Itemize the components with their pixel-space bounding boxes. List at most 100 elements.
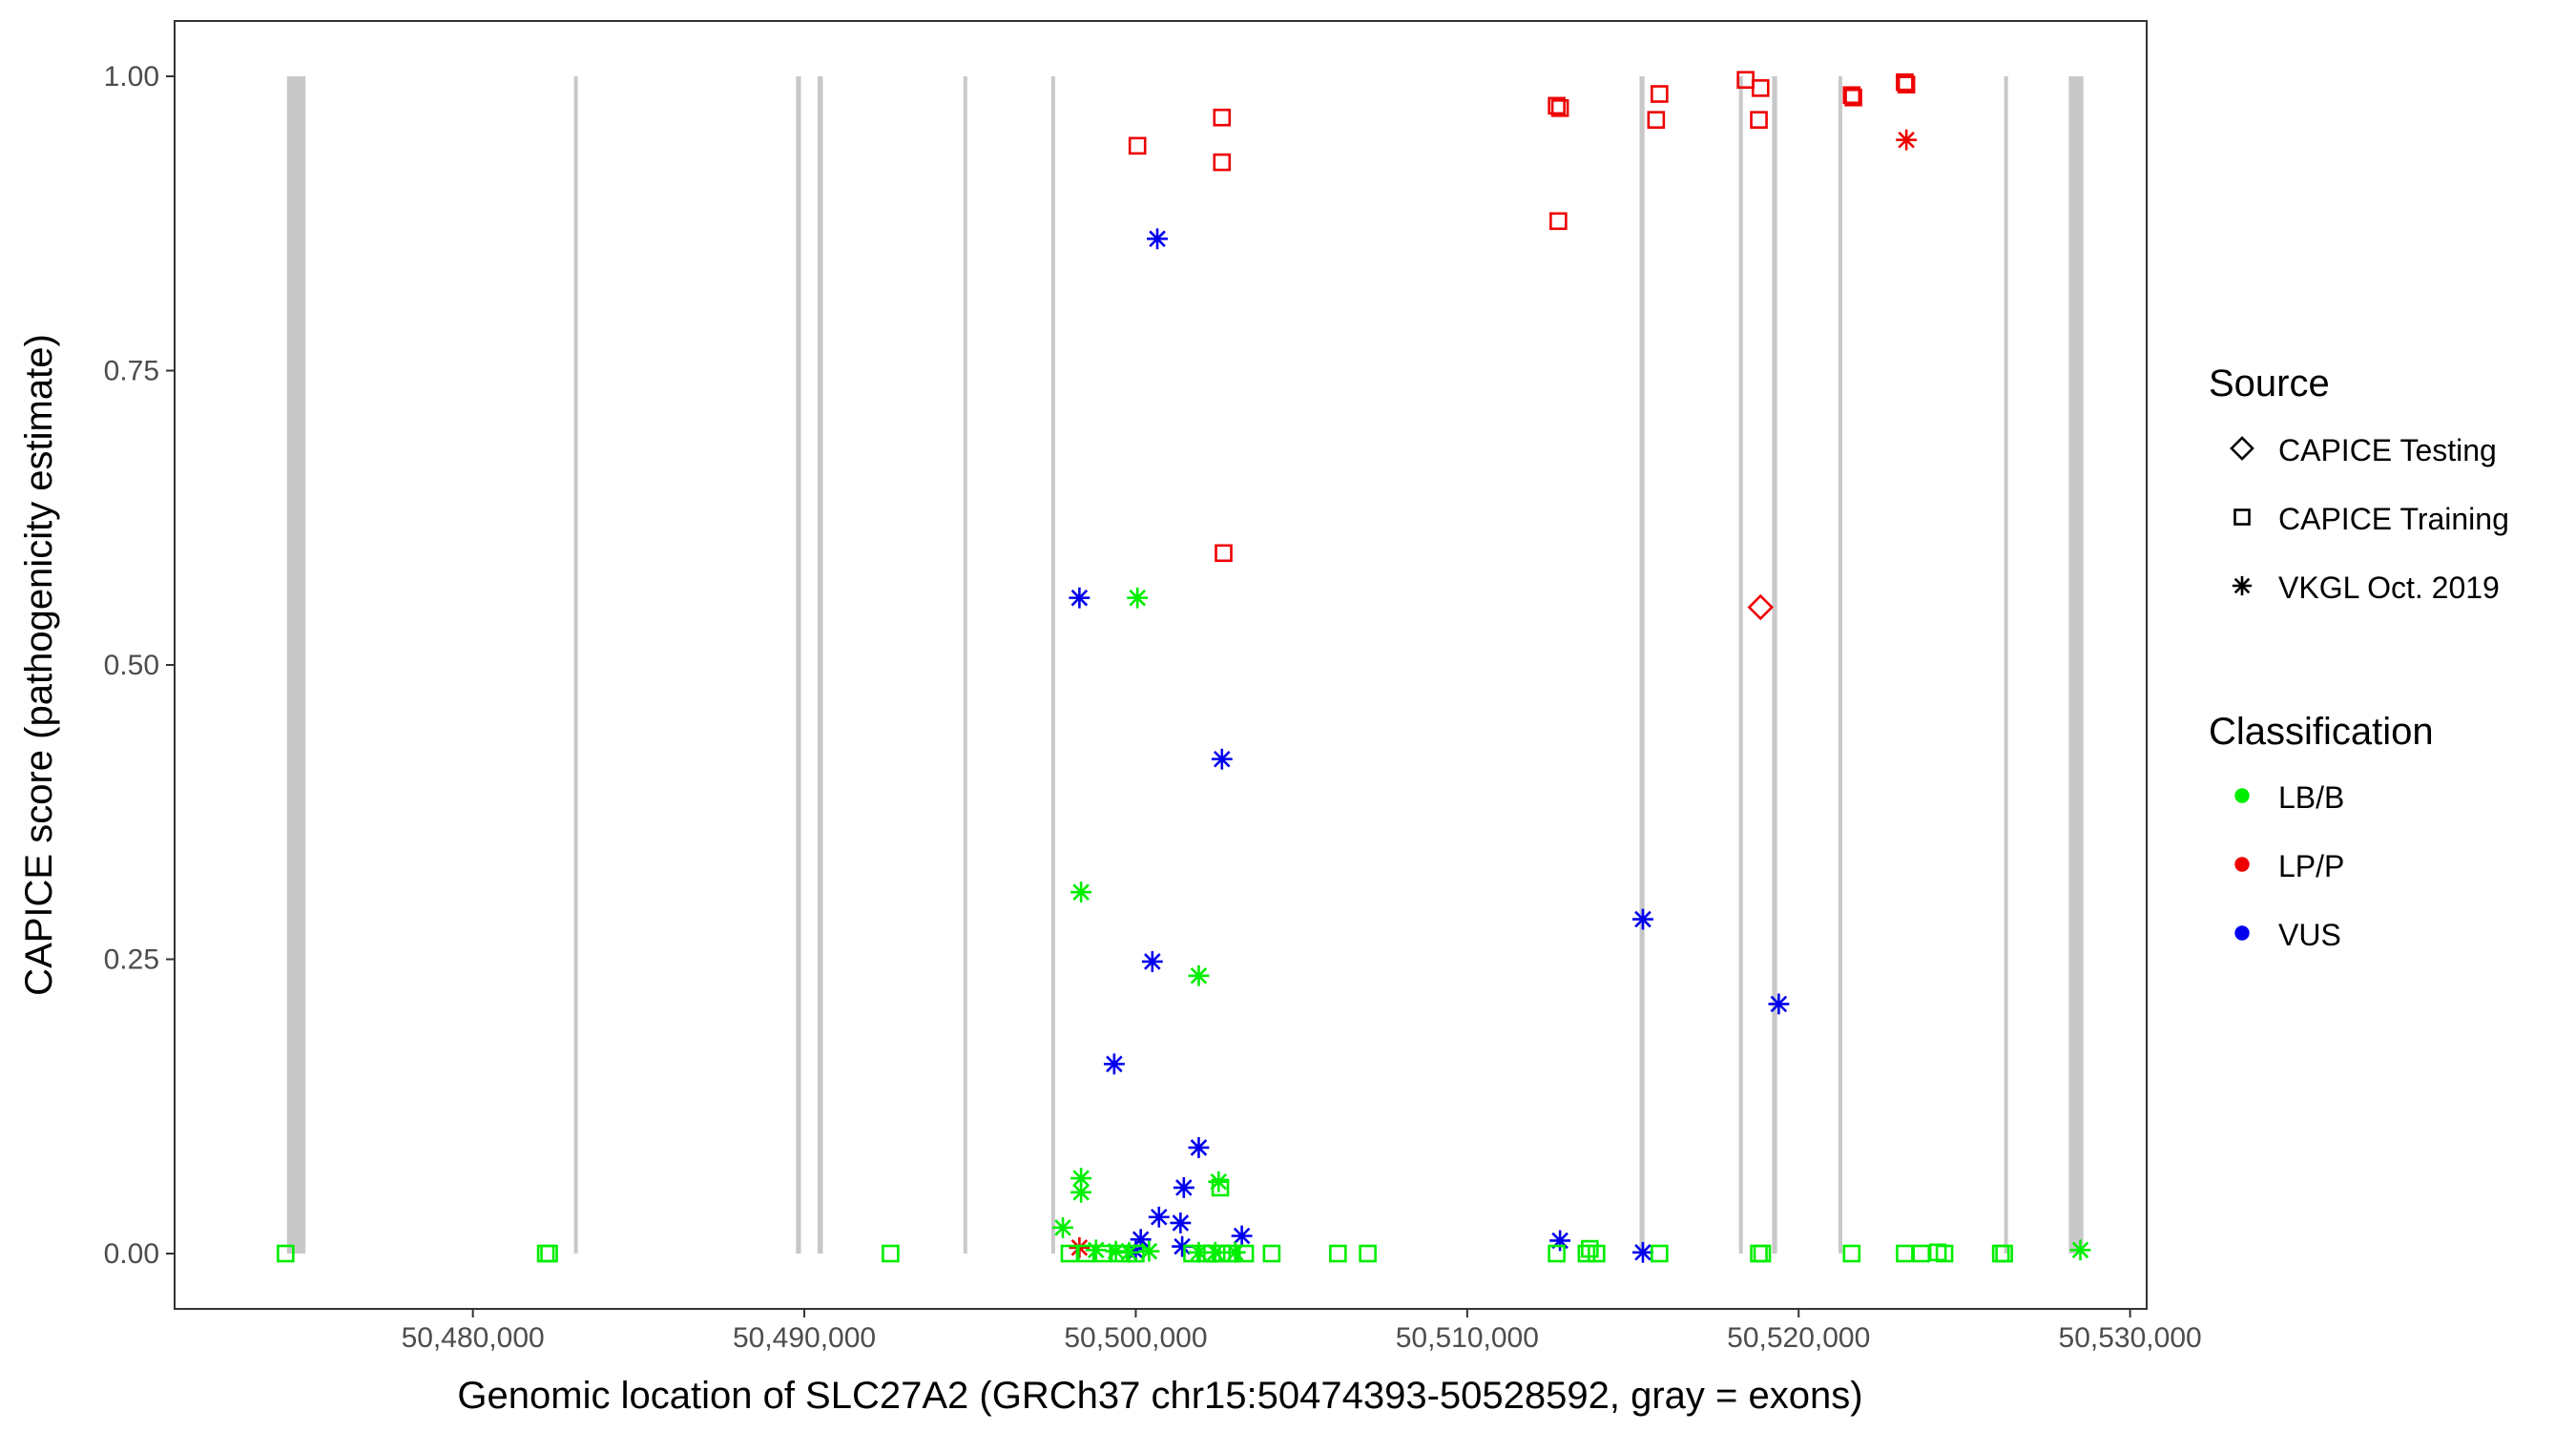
data-point-s3-11 [1231,1225,1253,1247]
legend-source-label-0: CAPICE Testing [2278,433,2497,467]
y-tick-label-4: 1.00 [104,61,159,93]
data-point-s5-26 [1842,1244,1861,1263]
data-point-s0-15 [1897,75,1916,93]
data-point-s4-10 [1138,1240,1160,1262]
legend-class-key-0 [2234,788,2250,803]
data-point-s3-14 [1172,1235,1194,1257]
data-point-s5-6 [1093,1244,1112,1263]
plot-panel [174,20,2148,1310]
legend-class-key-2 [2234,925,2250,941]
exon-band-0 [286,75,306,1255]
data-point-s5-0 [277,1244,295,1263]
data-point-s5-2 [540,1244,558,1263]
data-point-s3-16 [1632,1241,1653,1263]
data-point-s0-13 [1844,88,1862,107]
legend-class-label-2: VUS [2278,918,2341,952]
data-point-s3-6 [1103,1053,1125,1075]
data-point-s5-27 [1896,1244,1914,1263]
data-point-s4-14 [2069,1239,2091,1261]
data-point-s5-20 [1577,1244,1596,1263]
data-point-s3-4 [1141,951,1163,972]
legend-source-key-1 [2233,508,2251,526]
data-point-s4-1 [1070,881,1092,903]
data-point-s5-17 [1329,1244,1347,1263]
legend-class-label-0: LB/B [2278,780,2344,815]
legend-source-key-2 [2232,575,2253,596]
data-point-s5-19 [1548,1244,1566,1263]
data-point-s3-10 [1170,1212,1192,1234]
data-point-s5-8 [1127,1244,1145,1263]
data-point-s5-30 [1935,1244,1954,1263]
data-point-s0-12 [1842,86,1861,105]
data-point-s0-6 [1549,212,1568,231]
data-point-s2-0 [1896,129,1918,151]
data-point-s5-32 [1995,1244,2013,1263]
exon-band-1 [573,75,578,1255]
data-point-s5-11 [1203,1244,1221,1263]
data-point-s5-3 [882,1244,900,1263]
data-point-s4-4 [1070,1181,1092,1203]
data-point-s5-5 [1077,1244,1095,1263]
data-point-s3-3 [1632,908,1653,930]
data-point-s4-2 [1188,964,1210,986]
data-point-s4-6 [1052,1216,1073,1238]
data-point-s5-9 [1183,1244,1201,1263]
data-point-s5-4 [1060,1244,1079,1263]
data-point-s0-7 [1651,85,1669,103]
data-points [277,71,2091,1263]
data-point-s0-11 [1750,111,1768,129]
x-axis-title: Genomic location of SLC27A2 (GRCh37 chr1… [457,1375,1862,1417]
legend-class-title: Classification [2209,711,2434,753]
data-point-s5-18 [1359,1244,1377,1263]
data-point-s5-7 [1110,1244,1129,1263]
legend-source-key-0 [2230,436,2254,461]
data-point-s0-0 [1128,136,1147,156]
data-point-s5-14 [1236,1244,1255,1263]
exon-band-8 [1772,75,1777,1255]
exon-band-4 [963,75,967,1255]
data-point-s3-13 [1549,1230,1571,1252]
data-point-s4-5 [1208,1171,1230,1192]
data-point-s5-13 [1222,1244,1241,1263]
x-tick-label-5: 50,530,000 [2059,1322,2202,1354]
legend: Source Classification CAPICE Testing CAPI… [2209,363,2509,952]
data-point-s1-0 [1747,593,1775,621]
axes: 50,480,000 50,490,000 50,500,000 50,510,000… [104,61,2202,1354]
data-point-s5-25 [1753,1244,1772,1263]
data-point-s5-16 [1262,1244,1281,1263]
data-point-s3-5 [1768,993,1790,1015]
exon-band-6 [1639,75,1645,1255]
data-point-s3-7 [1188,1137,1210,1158]
exon-band-5 [1050,75,1055,1255]
data-point-s0-10 [1751,79,1770,97]
y-tick-label-0: 0.00 [104,1238,159,1270]
exon-band-2 [796,75,801,1255]
legend-class-label-1: LP/P [2278,849,2344,883]
y-tick-label-1: 0.25 [104,944,159,976]
x-tick-label-0: 50,480,000 [402,1322,545,1354]
data-point-s0-3 [1215,544,1233,563]
legend-source-label-1: CAPICE Training [2278,502,2509,536]
x-tick-label-4: 50,520,000 [1727,1322,1870,1354]
data-point-s3-9 [1148,1206,1170,1228]
data-point-s3-2 [1211,748,1233,770]
data-point-s3-8 [1173,1176,1195,1198]
data-point-s0-8 [1647,111,1666,129]
data-point-s5-28 [1912,1244,1931,1263]
y-tick-label-2: 0.50 [104,650,159,681]
data-point-s5-15 [1211,1178,1230,1197]
data-point-s5-23 [1651,1244,1669,1263]
exon-band-10 [2004,75,2008,1255]
y-axis-title: CAPICE score (pathogenicity estimate) [18,334,60,996]
x-tick-label-1: 50,490,000 [733,1322,876,1354]
data-point-s0-5 [1550,99,1569,117]
data-point-s0-1 [1213,108,1232,127]
data-point-s5-22 [1588,1244,1606,1263]
legend-class-key-1 [2234,857,2250,872]
exon-band-11 [2068,75,2084,1255]
x-tick-label-3: 50,510,000 [1396,1322,1539,1354]
legend-source-label-2: VKGL Oct. 2019 [2278,570,2500,605]
data-point-s0-2 [1213,153,1232,172]
exon-band-9 [1838,75,1842,1255]
